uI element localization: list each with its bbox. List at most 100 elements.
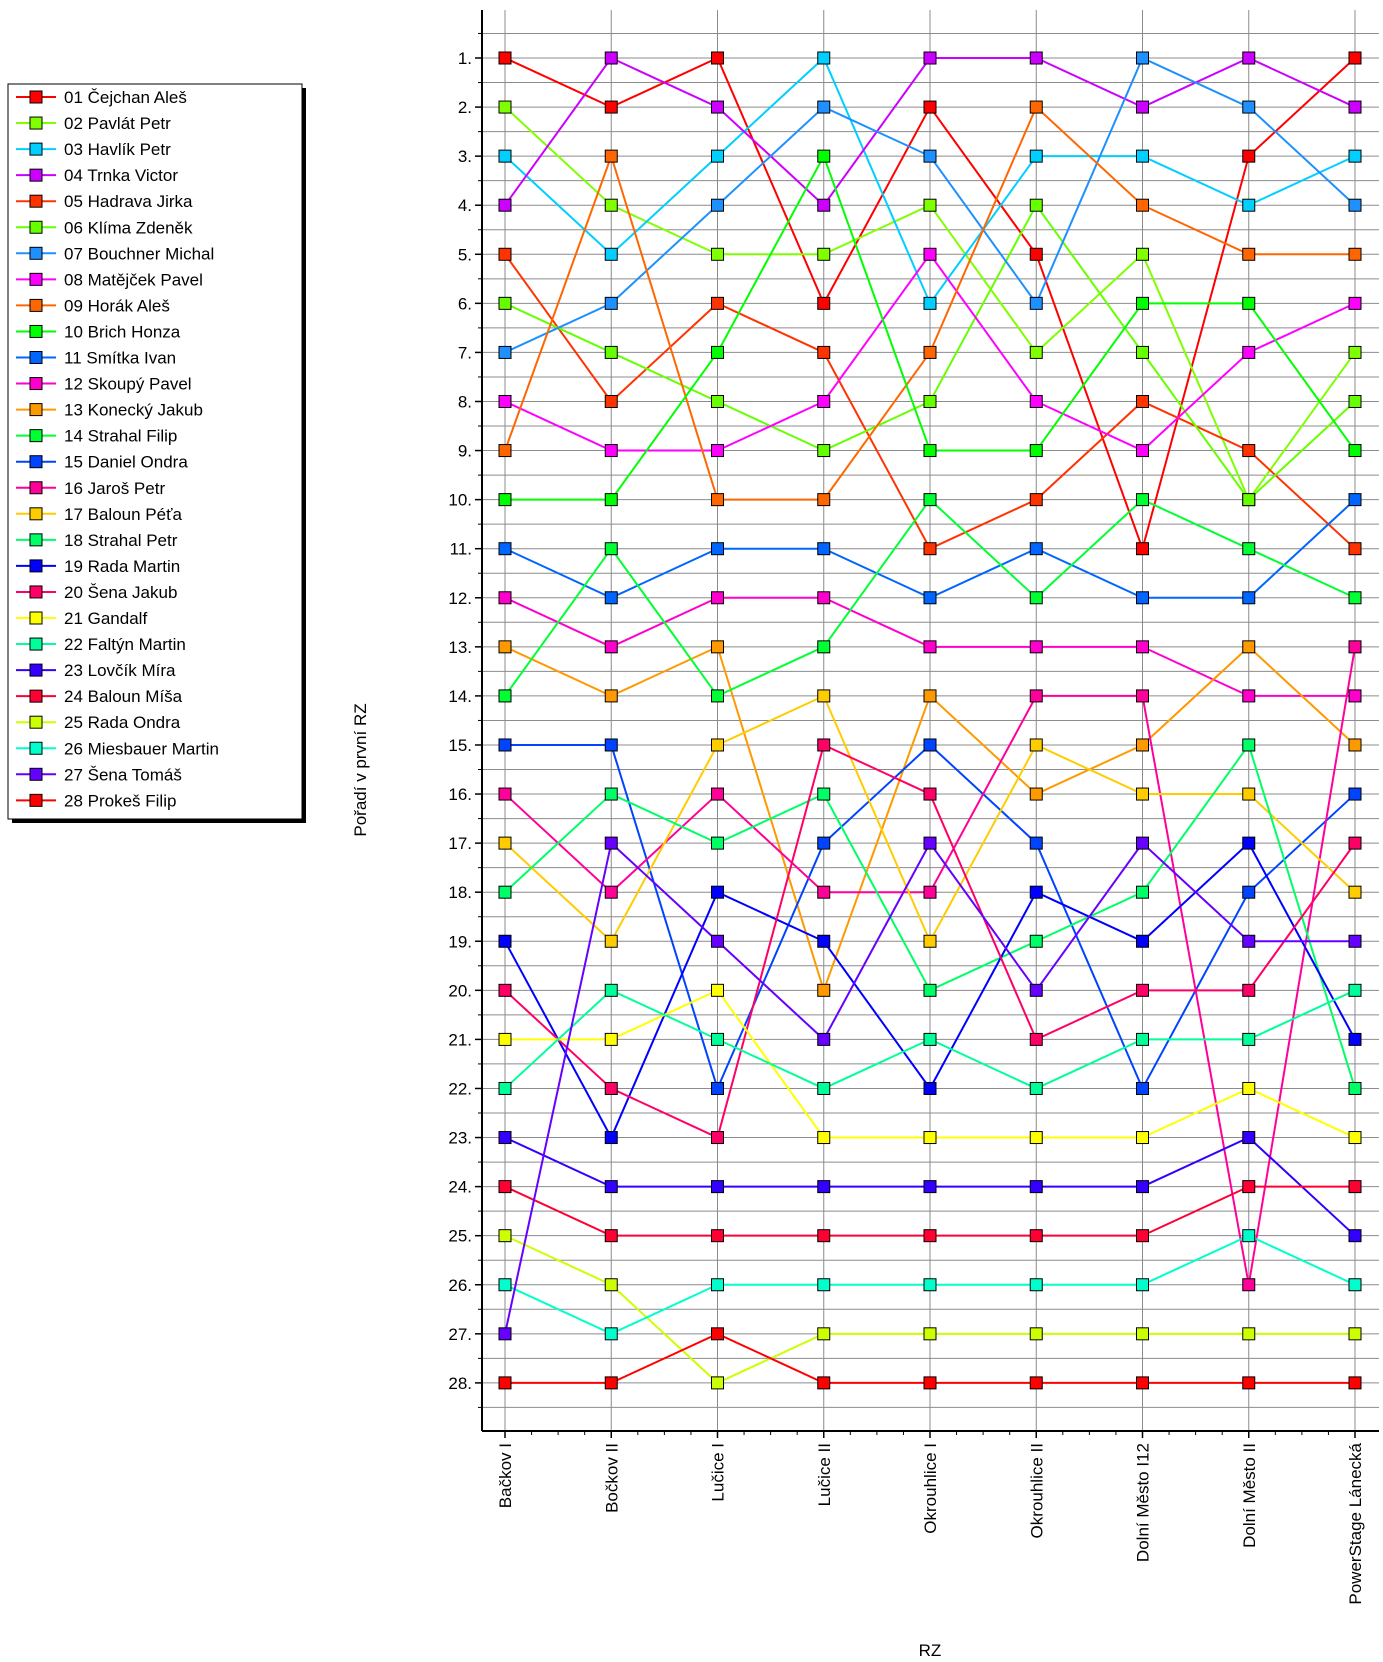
data-point <box>711 51 724 65</box>
data-point <box>1136 1278 1149 1292</box>
data-point <box>1136 934 1149 948</box>
data-point <box>711 247 724 261</box>
data-point <box>923 1131 937 1145</box>
data-point <box>604 689 618 703</box>
data-point <box>498 149 512 163</box>
data-point <box>1348 296 1362 310</box>
data-point <box>1348 885 1362 899</box>
data-point <box>1136 444 1149 458</box>
legend-marker <box>29 116 43 130</box>
data-point <box>1029 1180 1043 1194</box>
data-point <box>1348 247 1362 261</box>
data-point <box>711 1081 724 1095</box>
data-point <box>1136 738 1149 752</box>
y-tick-label: 19. <box>448 932 472 951</box>
data-point <box>711 1131 724 1145</box>
data-point <box>817 1376 831 1390</box>
data-point <box>1136 836 1149 850</box>
data-point <box>604 394 618 408</box>
data-point <box>604 1081 618 1095</box>
legend-marker <box>29 507 43 521</box>
data-point <box>498 296 512 310</box>
data-point <box>604 296 618 310</box>
legend-marker <box>29 559 43 573</box>
data-point <box>1029 1131 1043 1145</box>
legend-marker <box>29 455 43 469</box>
legend-label: 15 Daniel Ondra <box>64 453 188 472</box>
data-point <box>604 1131 618 1145</box>
legend-label: 28 Prokeš Filip <box>64 791 176 810</box>
data-point <box>1029 100 1043 114</box>
legend: 01 Čejchan Aleš 02 Pavlát Petr 03 Havlík P… <box>7 83 306 823</box>
data-point <box>1029 345 1043 359</box>
data-point <box>923 1229 937 1243</box>
data-point <box>498 787 512 801</box>
data-point <box>923 444 937 458</box>
data-point <box>711 738 724 752</box>
legend-label: 23 Lovčík Míra <box>64 661 176 680</box>
data-point <box>1348 1180 1362 1194</box>
data-point <box>817 689 831 703</box>
data-point <box>923 738 937 752</box>
data-point <box>498 885 512 899</box>
legend-label: 08 Matějček Pavel <box>64 270 203 289</box>
data-point <box>604 198 618 212</box>
data-point <box>817 591 831 605</box>
data-point <box>1242 787 1256 801</box>
data-point <box>711 836 724 850</box>
data-point <box>1242 149 1256 163</box>
legend-marker <box>29 767 43 781</box>
data-point <box>1348 51 1362 65</box>
legend-label: 06 Klíma Zdeněk <box>64 218 193 237</box>
data-point <box>1242 444 1256 458</box>
data-point <box>1136 493 1149 507</box>
data-point <box>1242 542 1256 556</box>
legend-label: 14 Strahal Filip <box>64 427 177 446</box>
data-point <box>923 1180 937 1194</box>
data-point <box>604 345 618 359</box>
data-point <box>498 1229 512 1243</box>
data-point <box>1348 1327 1362 1341</box>
data-point <box>498 640 512 654</box>
y-tick-label: 3. <box>458 147 472 166</box>
data-point <box>711 1376 724 1390</box>
data-point <box>1242 738 1256 752</box>
legend-label: 20 Šena Jakub <box>64 583 177 602</box>
data-point <box>1029 296 1043 310</box>
data-point <box>1348 394 1362 408</box>
data-point <box>498 1032 512 1046</box>
legend-label: 18 Strahal Petr <box>64 531 178 550</box>
data-point <box>923 640 937 654</box>
data-point <box>711 1229 724 1243</box>
data-point <box>923 149 937 163</box>
data-point <box>923 1032 937 1046</box>
data-point <box>1242 983 1256 997</box>
data-point <box>711 345 724 359</box>
data-point <box>498 1180 512 1194</box>
data-point <box>1242 1376 1256 1390</box>
x-tick-label: Dolní Město I12 <box>1134 1443 1153 1562</box>
legend-marker <box>29 220 43 234</box>
x-tick-label: PowerStage Lánecká <box>1346 1442 1365 1604</box>
data-point <box>604 100 618 114</box>
y-tick-label: 28. <box>448 1374 472 1393</box>
data-point <box>817 1327 831 1341</box>
y-axis-label: Pořadí v první RZ <box>351 703 370 836</box>
legend-marker <box>29 324 43 338</box>
data-point <box>1029 1376 1043 1390</box>
legend-marker <box>29 298 43 312</box>
data-point <box>1136 1131 1149 1145</box>
data-point <box>711 100 724 114</box>
legend-marker <box>29 429 43 443</box>
data-point <box>1242 1327 1256 1341</box>
data-point <box>817 1032 831 1046</box>
data-point <box>923 100 937 114</box>
y-tick-label: 6. <box>458 294 472 313</box>
data-point <box>923 542 937 556</box>
data-point <box>923 689 937 703</box>
data-point <box>817 51 831 65</box>
data-point <box>923 1081 937 1095</box>
legend-label: 07 Bouchner Michal <box>64 244 214 263</box>
x-axis-label: RZ <box>919 1641 942 1660</box>
data-point <box>498 1278 512 1292</box>
